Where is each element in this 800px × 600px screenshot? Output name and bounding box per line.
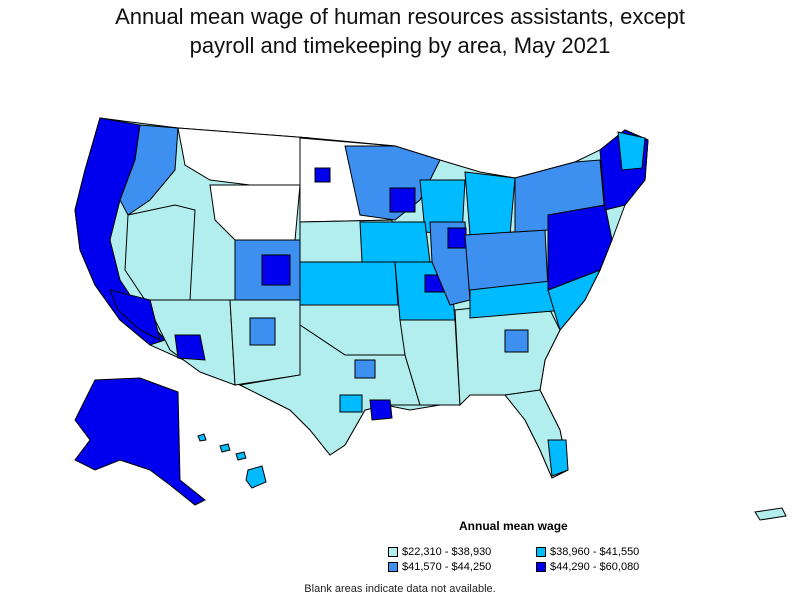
map-title: Annual mean wage of human resources assi…: [0, 2, 800, 60]
legend-title: Annual mean wage: [459, 519, 568, 533]
legend-item-2: $38,960 - $41,550: [536, 546, 639, 558]
region-chicago: [447, 227, 467, 249]
region-south-florida: [547, 439, 569, 477]
legend-label-3: $41,570 - $44,250: [402, 561, 492, 573]
region-twin-cities: [389, 187, 416, 213]
region-michigan: [464, 171, 516, 236]
legend-swatch-3: [388, 562, 398, 572]
region-atlanta: [504, 329, 529, 353]
region-dallas: [354, 359, 376, 379]
region-houston: [369, 399, 393, 421]
legend-item-3: $41,570 - $44,250: [388, 561, 491, 573]
region-hawaii: [197, 433, 267, 489]
legend-item-4: $44,290 - $60,080: [536, 561, 639, 573]
region-alaska: [74, 377, 206, 506]
region-pacific-nw: [119, 124, 179, 216]
region-arkansas-la: [399, 319, 461, 406]
region-albuquerque: [249, 317, 276, 346]
legend-label-1: $22,310 - $38,930: [402, 546, 492, 558]
legend-label-4: $44,290 - $60,080: [550, 561, 640, 573]
region-denver: [261, 254, 291, 286]
legend-swatch-4: [536, 562, 546, 572]
map-title-line2: payroll and timekeeping by area, May 202…: [189, 33, 611, 58]
region-phoenix: [174, 334, 206, 361]
region-maine: [617, 131, 646, 171]
region-nd-city: [314, 167, 331, 183]
region-puerto-rico: [754, 507, 787, 521]
region-kansas: [299, 261, 399, 306]
legend-swatch-2: [536, 547, 546, 557]
region-austin: [339, 394, 363, 413]
region-mid-atlantic: [547, 204, 613, 291]
legend-swatch-1: [388, 547, 398, 557]
region-socal: [109, 289, 161, 341]
region-minnesota: [344, 145, 441, 221]
legend-label-2: $38,960 - $41,550: [550, 546, 640, 558]
footnote: Blank areas indicate data not available.: [304, 583, 496, 595]
map-title-line1: Annual mean wage of human resources assi…: [115, 4, 685, 29]
region-iowa: [359, 221, 431, 263]
contiguous-us: [74, 117, 649, 479]
legend-item-1: $22,310 - $38,930: [388, 546, 491, 558]
